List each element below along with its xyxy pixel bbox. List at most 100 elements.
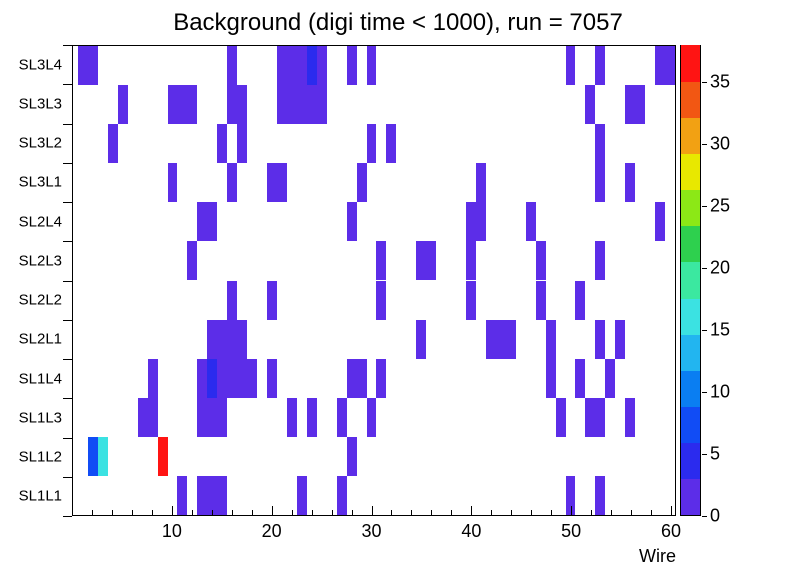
color-scale-band <box>681 261 700 299</box>
heatmap-cell <box>346 358 357 398</box>
x-axis-minor-tick <box>591 510 593 515</box>
heatmap-cell <box>177 85 188 125</box>
x-axis-minor-tick <box>251 510 253 515</box>
x-axis-minor-tick <box>311 510 313 515</box>
heatmap-cell <box>585 397 596 437</box>
heatmap-cell <box>535 241 546 281</box>
heatmap-cell <box>625 397 636 437</box>
x-axis-minor-tick <box>151 510 153 515</box>
x-axis-minor-tick <box>611 510 613 515</box>
heatmap-cell <box>97 436 108 476</box>
heatmap-cell <box>366 46 377 86</box>
heatmap-cell <box>237 124 248 164</box>
heatmap-cell <box>227 46 238 86</box>
heatmap-cell <box>77 46 88 86</box>
heatmap-cell <box>286 397 297 437</box>
heatmap-cell <box>605 358 616 398</box>
x-axis-major-tick <box>371 506 373 515</box>
heatmap-cell <box>346 46 357 86</box>
heatmap-cell <box>346 202 357 242</box>
heatmap-cell <box>197 358 208 398</box>
y-axis-label: SL1L1 <box>18 487 62 505</box>
heatmap-cell <box>207 475 218 515</box>
heatmap-cell <box>665 46 675 86</box>
color-scale-tick-label: 10 <box>710 381 731 402</box>
color-scale-tick-label: 25 <box>710 195 731 216</box>
heatmap-cell <box>237 319 248 359</box>
heatmap-cell <box>575 358 586 398</box>
heatmap-cell <box>207 202 218 242</box>
heatmap-cell <box>276 46 287 86</box>
heatmap-cell <box>117 85 128 125</box>
heatmap-cell <box>217 475 228 515</box>
x-axis-minor-tick <box>131 510 133 515</box>
heatmap-cell <box>376 241 387 281</box>
y-axis-tick <box>63 84 72 86</box>
y-axis-tick <box>63 45 72 46</box>
heatmap-cell <box>286 46 297 86</box>
heatmap-cell <box>655 202 666 242</box>
heatmap-cell <box>495 319 506 359</box>
heatmap-cell <box>87 46 98 86</box>
x-axis-tick-label: 30 <box>361 521 382 541</box>
color-scale-band <box>681 297 700 335</box>
x-axis-major-tick <box>471 506 473 515</box>
color-scale-tick-label: 15 <box>710 319 731 340</box>
heatmap-cell <box>565 46 576 86</box>
color-scale-band <box>681 188 700 227</box>
heatmap-cell <box>595 241 606 281</box>
heatmap-cell <box>157 436 168 476</box>
y-axis-label: SL1L3 <box>18 409 62 427</box>
heatmap-cell <box>247 358 258 398</box>
x-axis-minor-tick <box>91 510 93 515</box>
color-scale-tick <box>702 268 707 270</box>
heatmap-cell <box>217 319 228 359</box>
heatmap-cell <box>276 85 287 125</box>
heatmap-cell <box>87 436 98 476</box>
heatmap-cell <box>475 202 486 242</box>
y-axis-tick <box>63 162 72 164</box>
heatmap-cell <box>306 85 317 125</box>
y-axis-label: SL1L4 <box>18 370 62 388</box>
y-axis-label: SL2L1 <box>18 330 62 348</box>
heatmap-cell <box>296 475 307 515</box>
color-scale-tick <box>702 82 707 84</box>
color-scale-tick <box>702 454 707 456</box>
color-scale-tick <box>702 516 707 517</box>
heatmap-cell <box>386 124 397 164</box>
x-axis-minor-tick <box>411 510 413 515</box>
x-axis-minor-tick <box>531 510 533 515</box>
heatmap-cell <box>237 85 248 125</box>
color-scale-band <box>681 405 700 443</box>
x-axis-tick-label: 20 <box>261 521 282 541</box>
heatmap-cell <box>565 475 576 515</box>
y-axis-tick <box>63 202 72 203</box>
x-axis-minor-tick <box>451 510 453 515</box>
heatmap-cell <box>187 241 198 281</box>
heatmap-cell <box>227 358 238 398</box>
heatmap-cell <box>545 358 556 398</box>
x-axis-minor-tick <box>511 510 513 515</box>
heatmap-cell <box>227 163 238 203</box>
heatmap-cell <box>267 280 277 320</box>
color-scale-tick <box>702 392 707 394</box>
color-scale-tick-label: 5 <box>710 443 721 464</box>
x-axis-tick-label: 60 <box>660 521 682 541</box>
heatmap-cell <box>207 397 218 437</box>
heatmap-cell <box>505 319 516 359</box>
heatmap-cell <box>167 163 178 203</box>
heatmap-cell <box>475 163 486 203</box>
heatmap-cell <box>416 241 427 281</box>
heatmap-cell <box>366 124 377 164</box>
heatmap-cell <box>595 46 606 86</box>
heatmap-cell <box>336 475 347 515</box>
heatmap-cell <box>197 202 208 242</box>
color-scale-band <box>681 80 700 119</box>
heatmap-cell <box>267 358 277 398</box>
heatmap-cell <box>376 358 387 398</box>
x-axis-minor-tick <box>291 510 293 515</box>
x-axis-minor-tick <box>211 510 213 515</box>
color-scale-band <box>681 152 700 191</box>
x-axis-tick-label: 10 <box>161 521 182 541</box>
color-scale-band <box>681 333 700 371</box>
